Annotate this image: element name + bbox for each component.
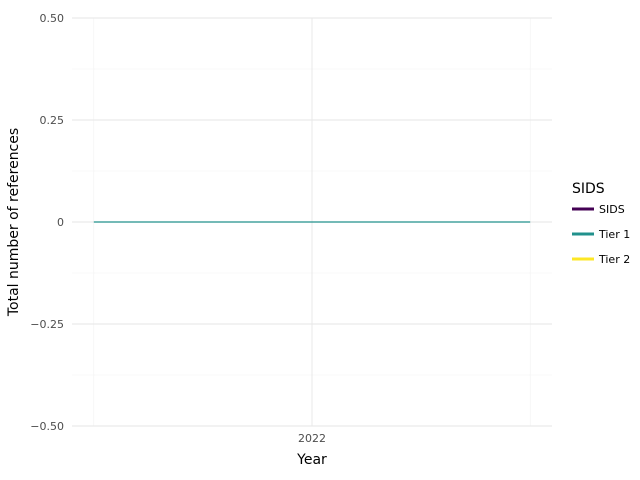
x-tick-label: 2022 xyxy=(298,432,326,445)
legend: SIDS SIDS Tier 1 Tier 2 xyxy=(572,181,630,266)
y-axis-ticks: −0.50 −0.25 0 0.25 0.50 xyxy=(30,12,64,433)
y-tick-label: −0.25 xyxy=(30,318,64,331)
x-axis-ticks: 2022 xyxy=(298,432,326,445)
legend-label: Tier 2 xyxy=(598,253,630,266)
y-tick-label: 0.50 xyxy=(40,12,65,25)
y-tick-label: 0.25 xyxy=(40,114,65,127)
legend-label: Tier 1 xyxy=(598,228,630,241)
y-tick-label: 0 xyxy=(57,216,64,229)
legend-title: SIDS xyxy=(572,181,605,197)
y-tick-label: −0.50 xyxy=(30,420,64,433)
x-axis-title: Year xyxy=(296,452,327,468)
legend-label: SIDS xyxy=(599,203,625,216)
y-axis-title: Total number of references xyxy=(6,128,22,317)
